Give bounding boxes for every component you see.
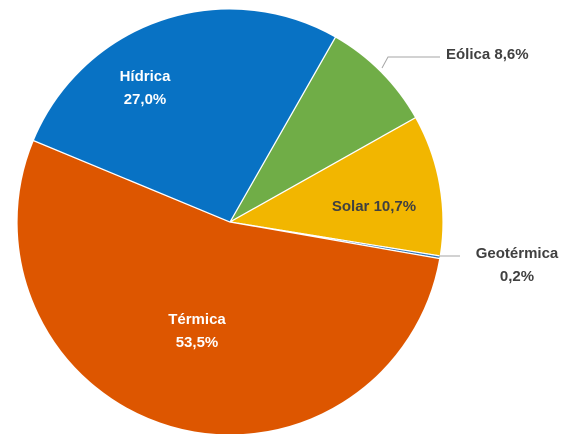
slice-label: Térmica xyxy=(168,311,226,328)
slice-label: Hídrica xyxy=(120,68,172,85)
pie-slice xyxy=(32,8,337,223)
value-label: 8,6% xyxy=(494,46,528,63)
slice-label: Solar 10,7% xyxy=(332,198,416,215)
pie-slice xyxy=(16,139,441,434)
leader-line xyxy=(381,56,440,69)
value-label: 27,0% xyxy=(124,91,167,108)
pie-slice xyxy=(228,36,417,224)
category-name: Eólica xyxy=(446,46,491,63)
category-name: Solar xyxy=(332,198,370,215)
slice-label: Eólica 8,6% xyxy=(446,46,529,63)
value-label: 53,5% xyxy=(176,334,219,351)
slice-label: Geotérmica xyxy=(476,245,559,262)
pie-slice xyxy=(228,116,444,257)
value-label: 10,7% xyxy=(374,198,417,215)
value-label: 0,2% xyxy=(500,268,534,285)
